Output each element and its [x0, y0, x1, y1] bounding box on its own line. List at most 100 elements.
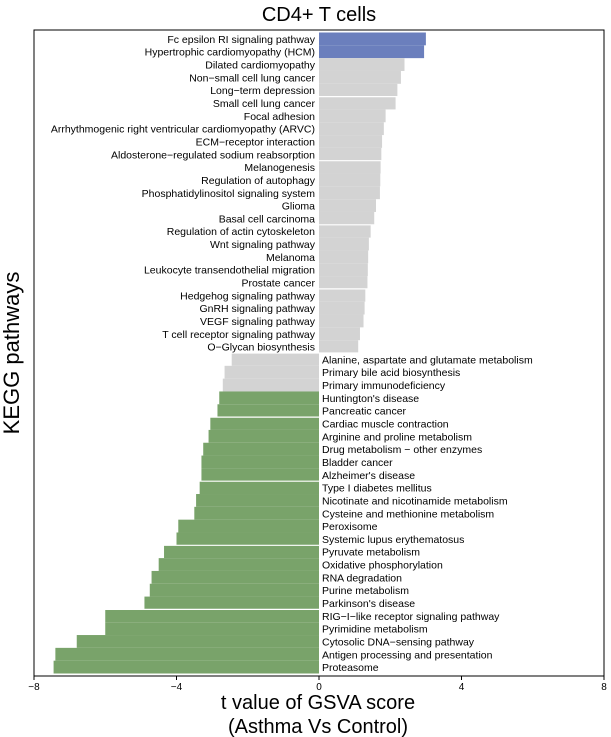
bar [55, 647, 320, 661]
bar-label: Non−small cell lung cancer [189, 72, 315, 84]
bar-label: Melanogenesis [244, 162, 315, 174]
bar-label: Basal cell carcinoma [219, 213, 315, 225]
x-tick-label: 8 [601, 682, 607, 693]
bar [319, 58, 405, 71]
bar [203, 442, 319, 456]
bar-label: Oxidative phosphorylation [322, 560, 443, 572]
bar-label: Aldosterone−regulated sodium reabsorptio… [111, 149, 315, 161]
bar-label: Primary bile acid biosynthesis [322, 367, 460, 379]
bar-label: Purine metabolism [322, 585, 409, 597]
bar [319, 70, 401, 84]
bar-label: Alzheimer's disease [322, 470, 415, 482]
bar-label: Small cell lung cancer [213, 98, 316, 110]
bar-label: Parkinson's disease [322, 598, 415, 610]
bar [208, 429, 319, 443]
x-tick-label: 4 [459, 682, 465, 693]
bar-label: T cell receptor signaling pathway [162, 329, 315, 341]
bar-label: VEGF signaling pathway [200, 316, 316, 328]
bar [319, 301, 365, 315]
bar-label: Focal adhesion [244, 111, 315, 123]
bar [222, 378, 319, 392]
bar-label: Leukocyte transendothelial migration [144, 265, 315, 277]
bar-label: Drug metabolism − other enzymes [322, 444, 482, 456]
bar [319, 276, 368, 289]
bar [319, 327, 360, 341]
bar-label: Proteasome [322, 662, 379, 674]
bar [105, 609, 319, 623]
bar-label: Huntington's disease [322, 393, 419, 405]
bar [201, 468, 319, 482]
bar [319, 263, 368, 277]
bar-label: Cytosolic DNA−sensing pathway [322, 636, 475, 648]
x-tick-label: −8 [28, 682, 40, 693]
bar [319, 160, 381, 174]
x-axis-ticks: −8 −4 0 4 8 [28, 676, 607, 693]
bar-labels-layer: Fc epsilon RI signaling pathwayHypertrop… [51, 34, 533, 674]
bar [319, 32, 426, 46]
bar [194, 506, 319, 520]
bar-label: ECM−receptor interaction [196, 136, 316, 148]
bar [319, 147, 382, 161]
bar [196, 494, 319, 507]
x-tick-label: 0 [316, 682, 322, 693]
bar [319, 199, 376, 212]
bar-label: Regulation of actin cytoskeleton [167, 226, 315, 238]
bar-label: Prostate cancer [241, 277, 315, 289]
bar [201, 455, 319, 469]
bar-label: Hypertrophic cardiomyopathy (HCM) [145, 47, 315, 59]
bar [319, 340, 359, 353]
bar [319, 237, 369, 251]
bar [319, 96, 396, 110]
bar [219, 391, 319, 405]
bar-label: Wnt signaling pathway [210, 239, 316, 251]
bar-label: RIG−I−like receptor signaling pathway [322, 611, 500, 623]
bar [319, 288, 366, 302]
bar [76, 635, 319, 648]
bar [53, 660, 320, 674]
bar [231, 353, 319, 366]
bar [319, 314, 364, 328]
bar [319, 122, 384, 136]
bar [319, 45, 425, 59]
bar-label: Long−term depression [210, 85, 315, 97]
bar-label: Primary immunodeficiency [322, 380, 446, 392]
bar-label: Dilated cardiomyopathy [205, 60, 315, 72]
bar [176, 532, 319, 546]
bar-label: Glioma [282, 201, 315, 213]
bars-layer [34, 32, 604, 674]
bar [319, 250, 369, 264]
bar [224, 365, 319, 379]
bar [151, 570, 319, 584]
bar-label: Pyrimidine metabolism [322, 624, 428, 636]
bar-label: Bladder cancer [322, 457, 393, 469]
x-axis-label-line: t value of GSVA score [221, 692, 415, 714]
bar-label: Nicotinate and nicotinamide metabolism [322, 495, 508, 507]
bar-label: Pancreatic cancer [322, 406, 407, 418]
bar [199, 481, 319, 495]
bar-label: Peroxisome [322, 521, 378, 533]
bar-label: Antigen processing and presentation [322, 649, 493, 661]
chart-title: CD4+ T cells [262, 4, 376, 26]
bar [144, 596, 319, 610]
bar-label: Fc epsilon RI signaling pathway [167, 34, 315, 46]
bar [319, 173, 381, 187]
bar [319, 224, 371, 238]
bar-label: Melanoma [266, 252, 315, 264]
bar [158, 558, 319, 571]
bar-label: Pyruvate metabolism [322, 547, 420, 559]
bar-label: Arginine and proline metabolism [322, 431, 472, 443]
bar-label: Hedgehog signaling pathway [180, 290, 316, 302]
bar [217, 404, 319, 418]
bar-label: GnRH signaling pathway [199, 303, 315, 315]
bar [164, 545, 319, 559]
bar-label: Cardiac muscle contraction [322, 419, 449, 431]
bar-label: O−Glycan biosynthesis [207, 342, 315, 354]
bar [178, 519, 319, 533]
bar [319, 211, 375, 225]
y-axis-label: KEGG pathways [0, 272, 24, 435]
bar-label: Phosphatidylinositol signaling system [142, 188, 316, 200]
bar-label: Alanine, aspartate and glutamate metabol… [322, 354, 533, 366]
bar [319, 135, 383, 148]
bar-label: Arrhythmogenic right ventricular cardiom… [51, 124, 315, 136]
bar [105, 622, 319, 636]
